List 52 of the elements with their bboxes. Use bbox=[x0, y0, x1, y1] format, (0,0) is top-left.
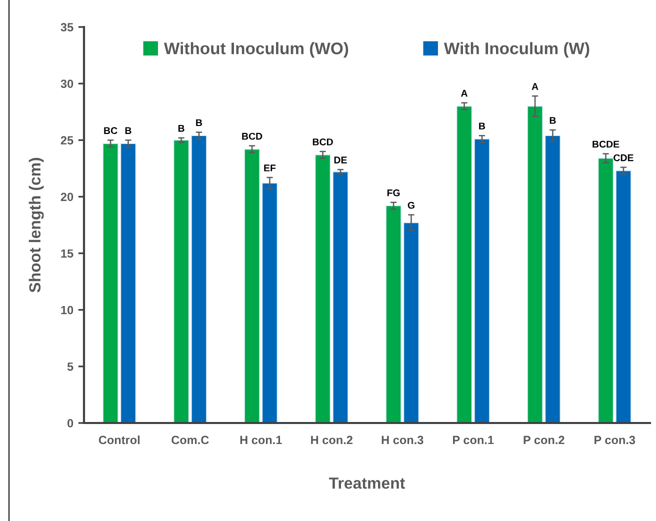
bar bbox=[262, 182, 278, 423]
data-label: B bbox=[178, 125, 184, 132]
y-tick-label: 0 bbox=[67, 419, 74, 428]
data-label: A bbox=[532, 83, 538, 90]
y-tick-label: 5 bbox=[67, 362, 74, 371]
x-tick-label: H con.1 bbox=[240, 436, 282, 444]
bar bbox=[244, 148, 260, 423]
data-label: BCD bbox=[312, 138, 333, 146]
bar bbox=[386, 205, 402, 423]
bar bbox=[102, 143, 118, 423]
data-label: DE bbox=[334, 156, 347, 164]
y-axis-title: Shoot length (cm) bbox=[28, 158, 44, 292]
bar bbox=[456, 106, 472, 423]
x-tick-label: H con.3 bbox=[382, 436, 424, 444]
x-tick-label: Control bbox=[98, 436, 140, 444]
x-tick-label: P con.2 bbox=[524, 436, 564, 444]
x-tick-label: H con.2 bbox=[311, 436, 352, 444]
bar bbox=[403, 222, 420, 423]
x-tick-label: Com.C bbox=[172, 436, 209, 444]
bar bbox=[474, 138, 490, 423]
data-label: BCD bbox=[242, 132, 262, 140]
data-label: B bbox=[479, 122, 486, 130]
x-tick-label: P con.3 bbox=[594, 436, 636, 444]
data-label: BCDE bbox=[592, 140, 620, 148]
bar bbox=[191, 135, 207, 423]
data-label: B bbox=[550, 117, 556, 124]
data-label: CDE bbox=[614, 154, 634, 162]
data-label: BC bbox=[104, 127, 118, 134]
bar bbox=[332, 171, 348, 423]
bar bbox=[120, 143, 136, 423]
data-label: EF bbox=[264, 164, 276, 172]
y-tick-label: 35 bbox=[60, 23, 74, 32]
bar bbox=[598, 158, 614, 423]
x-axis-title: Treatment bbox=[329, 478, 405, 489]
legend-label: Without Inoculum (WO) bbox=[164, 42, 348, 58]
y-tick-label: 30 bbox=[60, 80, 74, 88]
bar bbox=[616, 170, 632, 423]
bar bbox=[544, 135, 561, 423]
legend-label: With Inoculum (W) bbox=[444, 42, 590, 58]
bar bbox=[314, 154, 331, 423]
y-tick-label: 20 bbox=[60, 192, 74, 202]
y-tick-label: 10 bbox=[61, 306, 74, 314]
data-label: A bbox=[461, 90, 468, 97]
data-label: G bbox=[408, 202, 414, 209]
bar bbox=[173, 140, 190, 423]
y-tick-label: 15 bbox=[61, 249, 74, 258]
bar bbox=[527, 106, 543, 423]
data-label: FG bbox=[387, 189, 400, 196]
data-label: B bbox=[125, 127, 132, 134]
data-label: B bbox=[196, 119, 202, 126]
x-tick-label: P con.1 bbox=[453, 436, 494, 444]
y-tick-label: 25 bbox=[60, 136, 74, 145]
